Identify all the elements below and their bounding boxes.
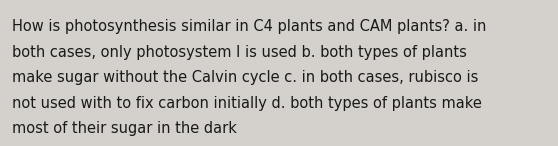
Text: both cases, only photosystem I is used b. both types of plants: both cases, only photosystem I is used b… [12,45,467,60]
Text: How is photosynthesis similar in C4 plants and CAM plants? a. in: How is photosynthesis similar in C4 plan… [12,19,487,34]
Text: most of their sugar in the dark: most of their sugar in the dark [12,121,237,136]
Text: not used with to fix carbon initially d. both types of plants make: not used with to fix carbon initially d.… [12,96,482,111]
Text: make sugar without the Calvin cycle c. in both cases, rubisco is: make sugar without the Calvin cycle c. i… [12,70,479,85]
